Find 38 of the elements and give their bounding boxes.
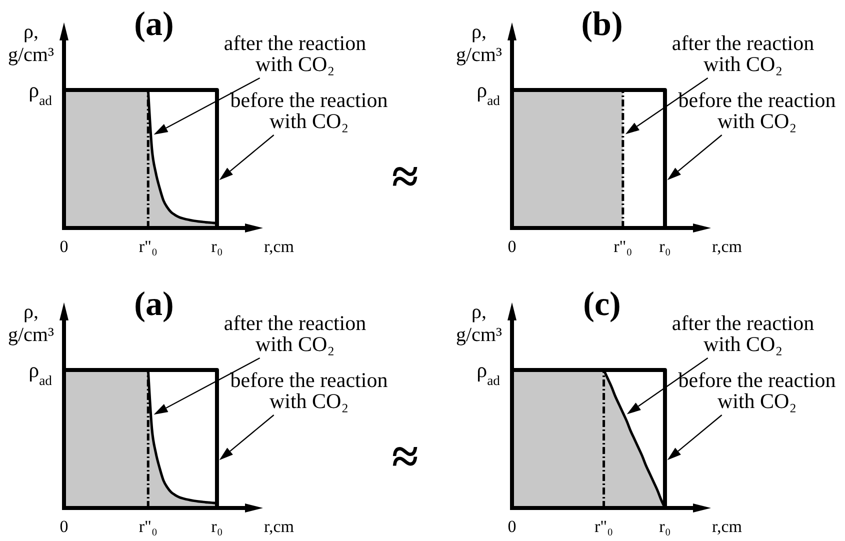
series-label: before the reaction with CO₂ bbox=[678, 368, 836, 413]
y-axis-title: ρ, g/cm³ bbox=[8, 301, 54, 346]
y-axis-title: ρ, g/cm³ bbox=[456, 21, 502, 66]
series-label: before the reaction with CO₂ bbox=[678, 88, 836, 133]
x-axis-title: r,cm bbox=[712, 237, 742, 256]
x-axis-title: r,cm bbox=[712, 517, 742, 536]
text: ρ$_{ad}$ bbox=[28, 358, 52, 388]
text: ρ$_{ad}$ bbox=[476, 358, 500, 388]
x-tick-label: 0 bbox=[60, 237, 68, 256]
text: after the reaction with CO₂ bbox=[224, 31, 367, 76]
x-tick-label: r₀ bbox=[211, 517, 223, 536]
y-axis-title: ρ, g/cm³ bbox=[8, 21, 54, 66]
chart-title: (a) bbox=[134, 6, 174, 43]
y-axis-title: ρ, g/cm³ bbox=[456, 301, 502, 346]
x-tick-label: 0 bbox=[508, 237, 516, 256]
x-tick-label: r"₀ bbox=[594, 517, 614, 536]
series-label: before the reaction with CO₂ bbox=[230, 88, 388, 133]
chart-title: (b) bbox=[581, 6, 623, 43]
chart-title: (c) bbox=[583, 286, 621, 323]
x-tick-label: r₀ bbox=[659, 237, 671, 256]
x-tick-label: 0 bbox=[60, 517, 68, 536]
chart-title: (a) bbox=[134, 286, 174, 323]
text: ρ$_{ad}$ bbox=[28, 78, 52, 108]
x-axis-title: r,cm bbox=[264, 517, 294, 536]
series-label: before the reaction with CO₂ bbox=[230, 368, 388, 413]
text: ρ$_{ad}$ bbox=[476, 78, 500, 108]
text: after the reaction with CO₂ bbox=[224, 311, 367, 356]
text: ≈ bbox=[392, 430, 418, 484]
x-tick-label: r"₀ bbox=[138, 517, 158, 536]
x-tick-label: r"₀ bbox=[614, 237, 632, 256]
x-axis-title: r,cm bbox=[264, 237, 294, 256]
text: after the reaction with CO₂ bbox=[672, 31, 815, 76]
x-tick-label: r₀ bbox=[659, 517, 671, 536]
text: after the reaction with CO₂ bbox=[672, 311, 815, 356]
text: ≈ bbox=[392, 150, 418, 204]
x-tick-label: 0 bbox=[508, 517, 516, 536]
x-tick-label: r₀ bbox=[211, 237, 223, 256]
x-tick-label: r"₀ bbox=[138, 237, 158, 256]
